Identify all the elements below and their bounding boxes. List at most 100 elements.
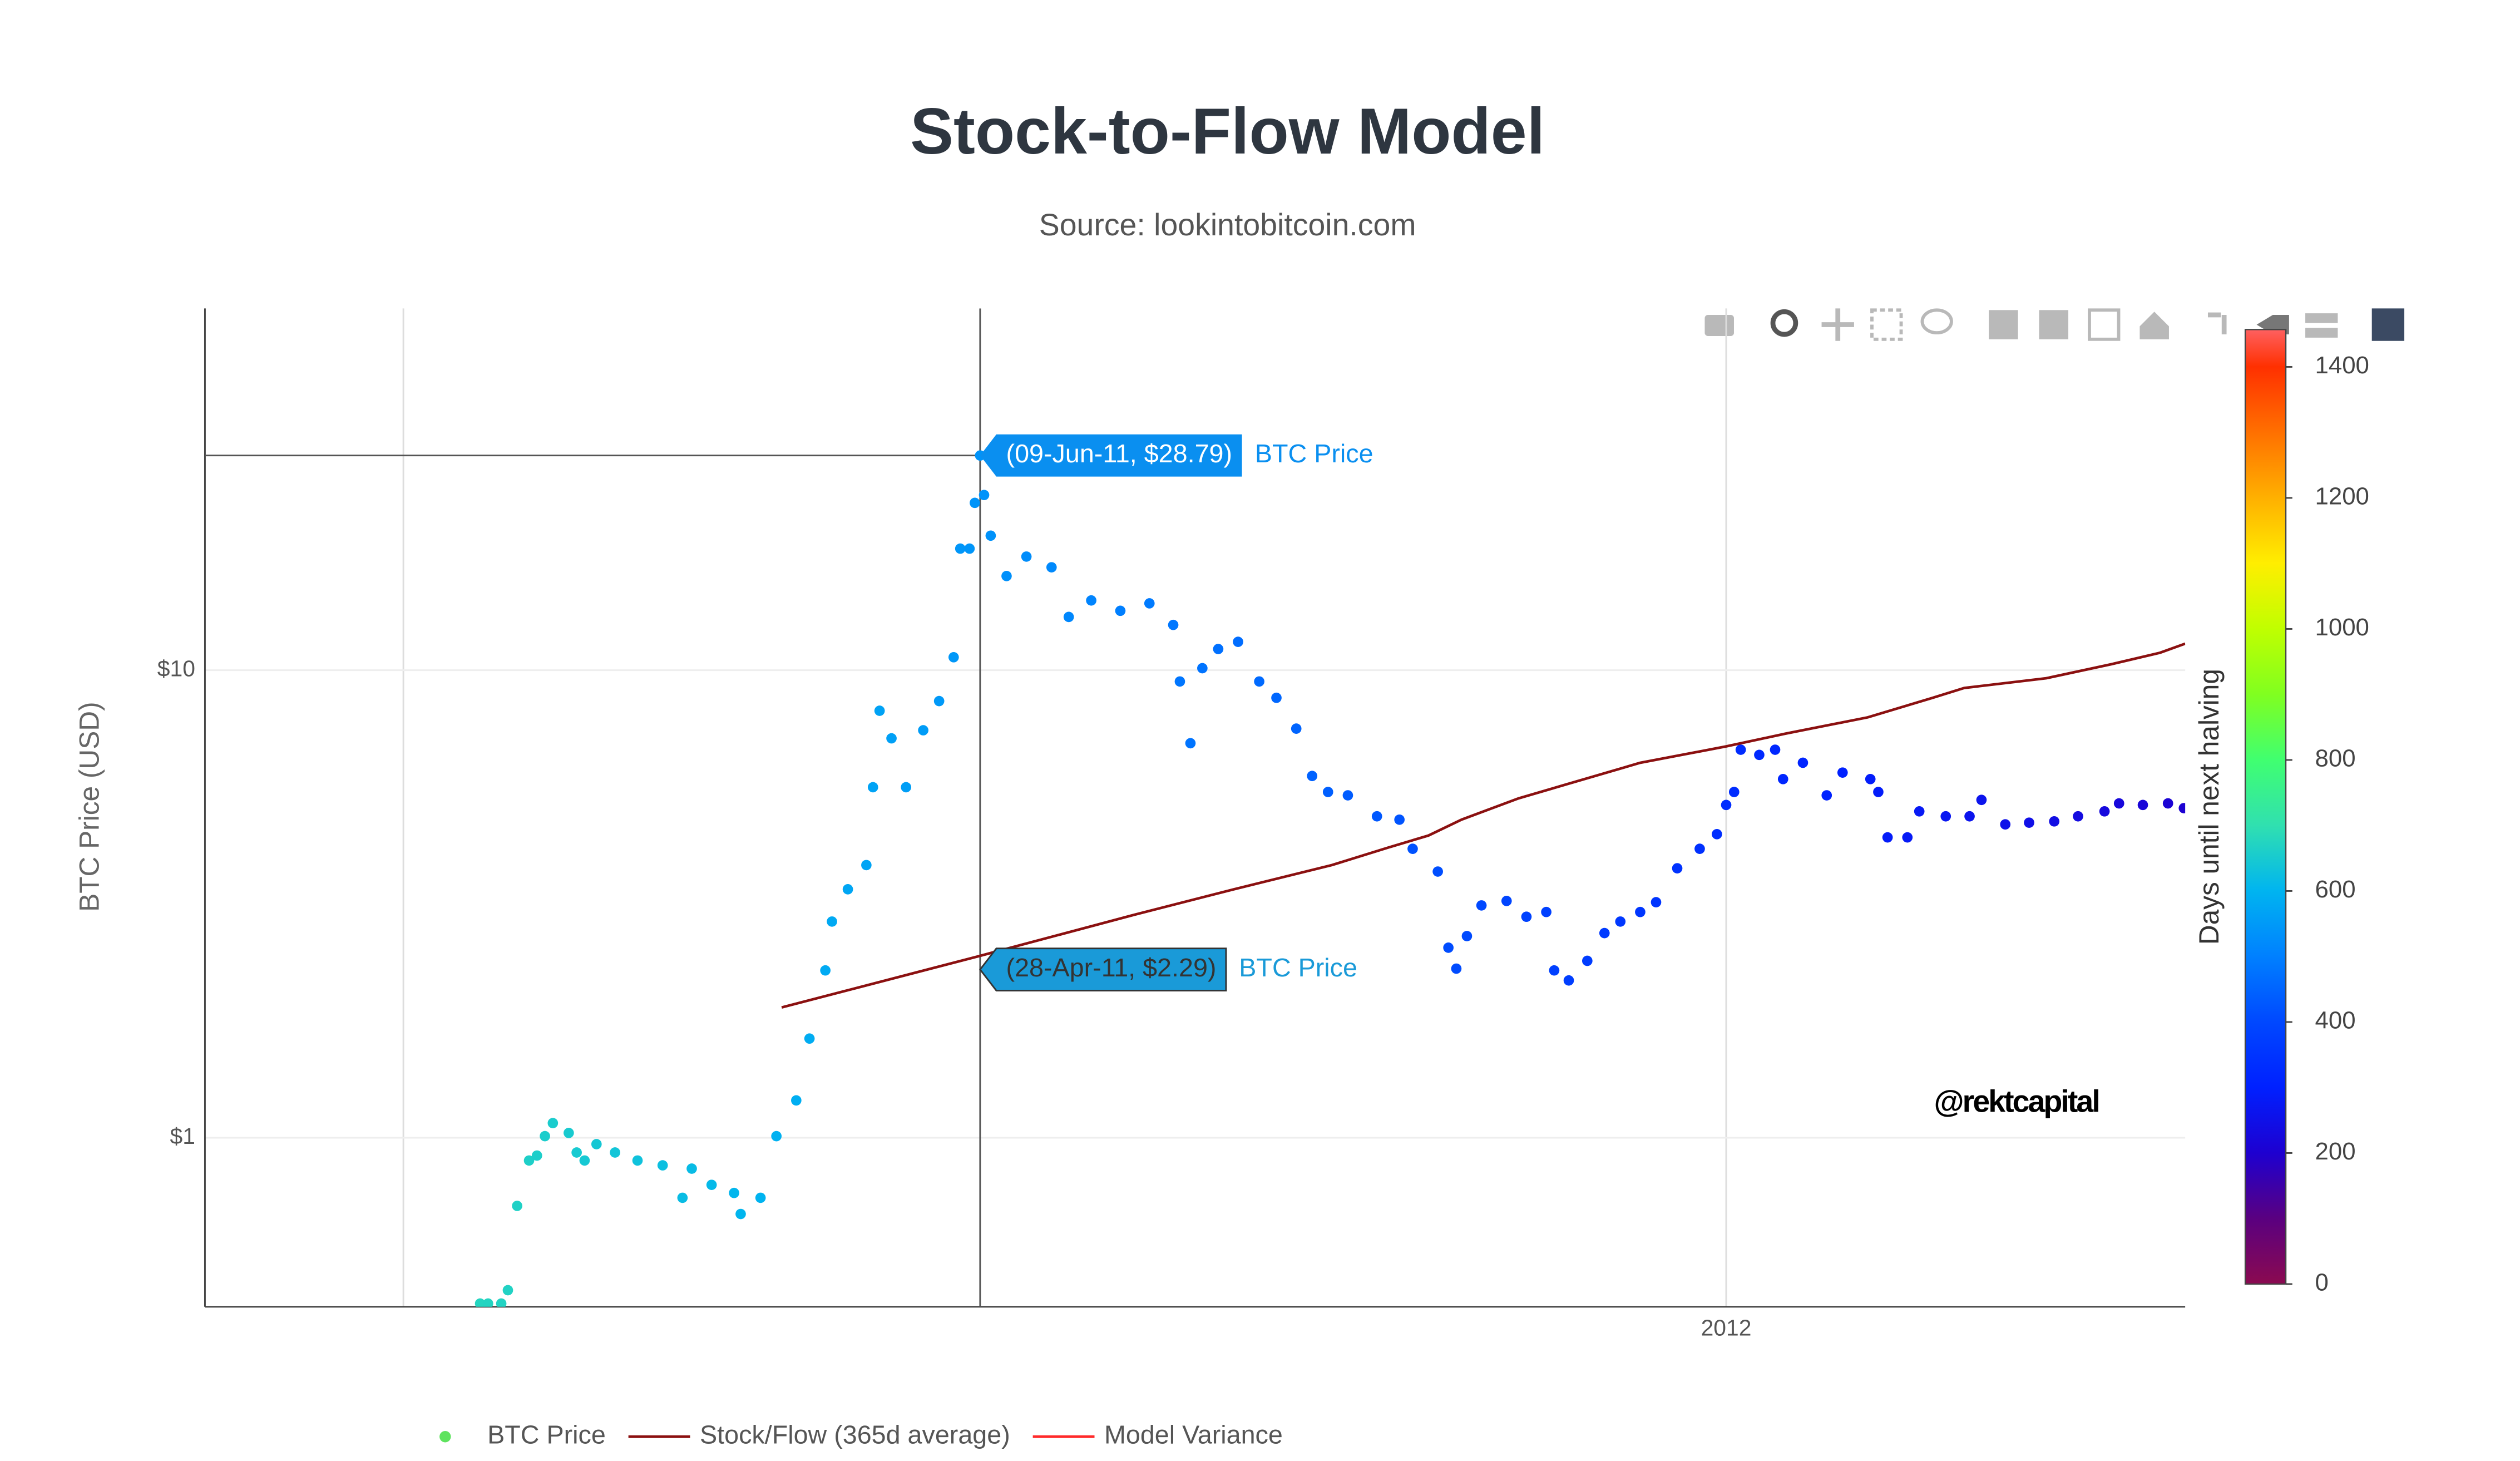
price-point [985,530,996,541]
price-point [1770,744,1781,755]
colorbar-tick-label: 800 [2315,745,2356,772]
camera-icon[interactable] [1704,315,1734,336]
price-point [771,1131,782,1142]
price-point [791,1095,802,1106]
price-point [2162,798,2173,809]
price-point [1712,828,1722,840]
colorbar-tick-label: 1200 [2315,482,2369,510]
price-point [547,1118,559,1128]
price-point [1541,906,1551,917]
price-point [482,1298,493,1307]
colorbar [2244,329,2287,1285]
price-point [1371,811,1382,822]
price-point [531,1150,542,1161]
price-point [1754,749,1765,761]
price-point [1086,595,1096,606]
price-point [918,725,928,736]
price-point [1144,598,1155,609]
price-point [591,1139,602,1149]
price-point [2024,817,2034,828]
legend-label: BTC Price [487,1420,606,1449]
price-point [1001,571,1012,581]
price-point [1549,965,1560,976]
price-point [1582,955,1593,966]
price-point [1291,723,1302,734]
price-point [1599,927,1610,939]
zoom-out-icon[interactable] [2039,310,2069,339]
price-point [1777,773,1788,784]
price-point [867,782,878,793]
price-point [1174,676,1185,687]
price-point [2137,799,2148,811]
toolbar [1704,308,2405,341]
price-point [1728,787,1740,797]
hover-text: (09-Jun-11, $28.79) [1006,439,1232,468]
price-point [1651,897,1662,907]
price-point [886,733,897,744]
chart-subtitle: Source: lookintobitcoin.com [1039,208,1416,242]
price-point [804,1033,815,1044]
price-point [1322,787,1333,797]
reset-icon[interactable] [2139,312,2169,339]
price-point [686,1163,697,1174]
price-point [1521,911,1532,922]
y-tick-label: $10 [157,655,195,681]
price-point [1914,806,1925,817]
price-point [729,1187,739,1198]
price-point [1213,644,1224,654]
price-point [979,490,990,501]
price-point [2073,811,2083,822]
price-point [874,705,885,716]
price-point [1615,916,1626,927]
price-point [842,884,853,895]
colorbar-title: Days until next halving [2193,669,2225,945]
plotly-logo[interactable] [2371,308,2405,341]
spike-icon[interactable] [2207,312,2227,335]
price-point [948,651,959,663]
price-point [1976,794,1987,806]
price-point [540,1131,550,1142]
lasso-icon[interactable] [1920,308,1953,335]
zoom-in-icon[interactable] [1989,310,2018,339]
price-point [512,1201,522,1211]
price-point [706,1179,717,1190]
autoscale-icon[interactable] [2088,308,2121,341]
box-select-icon[interactable] [1870,308,1903,341]
legend-label: Stock/Flow (365d average) [700,1420,1010,1449]
legend-marker [439,1431,451,1443]
colorbar-tick-label: 400 [2315,1007,2356,1034]
hover-compare-icon[interactable] [2305,313,2338,338]
price-point [1821,790,1832,801]
watermark: @rektcapital [1934,1084,2099,1119]
price-point [755,1192,766,1203]
price-point [735,1208,746,1220]
price-point [2099,806,2110,817]
price-point [571,1147,582,1158]
price-point [579,1155,590,1166]
price-point [475,1298,486,1307]
x-tick-label: 2012 [1701,1315,1752,1340]
colorbar-tick-label: 600 [2315,876,2356,903]
price-point [820,965,831,976]
colorbar-tick-label: 1400 [2315,352,2369,379]
price-point [523,1155,535,1166]
price-point [1197,663,1208,674]
price-point [1063,611,1074,623]
hover-label: (09-Jun-11, $28.79) BTC Price [980,434,1373,477]
price-point [1837,767,1848,778]
price-point [1865,773,1876,784]
price-point [827,916,837,927]
zoom-icon[interactable] [1770,309,1798,337]
pan-icon[interactable] [1821,308,1854,341]
price-point [1443,942,1454,953]
y-axis-title: BTC Price (USD) [73,702,105,911]
price-point [2000,819,2011,830]
price-point [1451,963,1462,974]
price-point [861,860,872,871]
price-point [1254,676,1264,687]
price-point [955,543,966,554]
price-point [933,695,945,707]
price-point [677,1192,688,1203]
